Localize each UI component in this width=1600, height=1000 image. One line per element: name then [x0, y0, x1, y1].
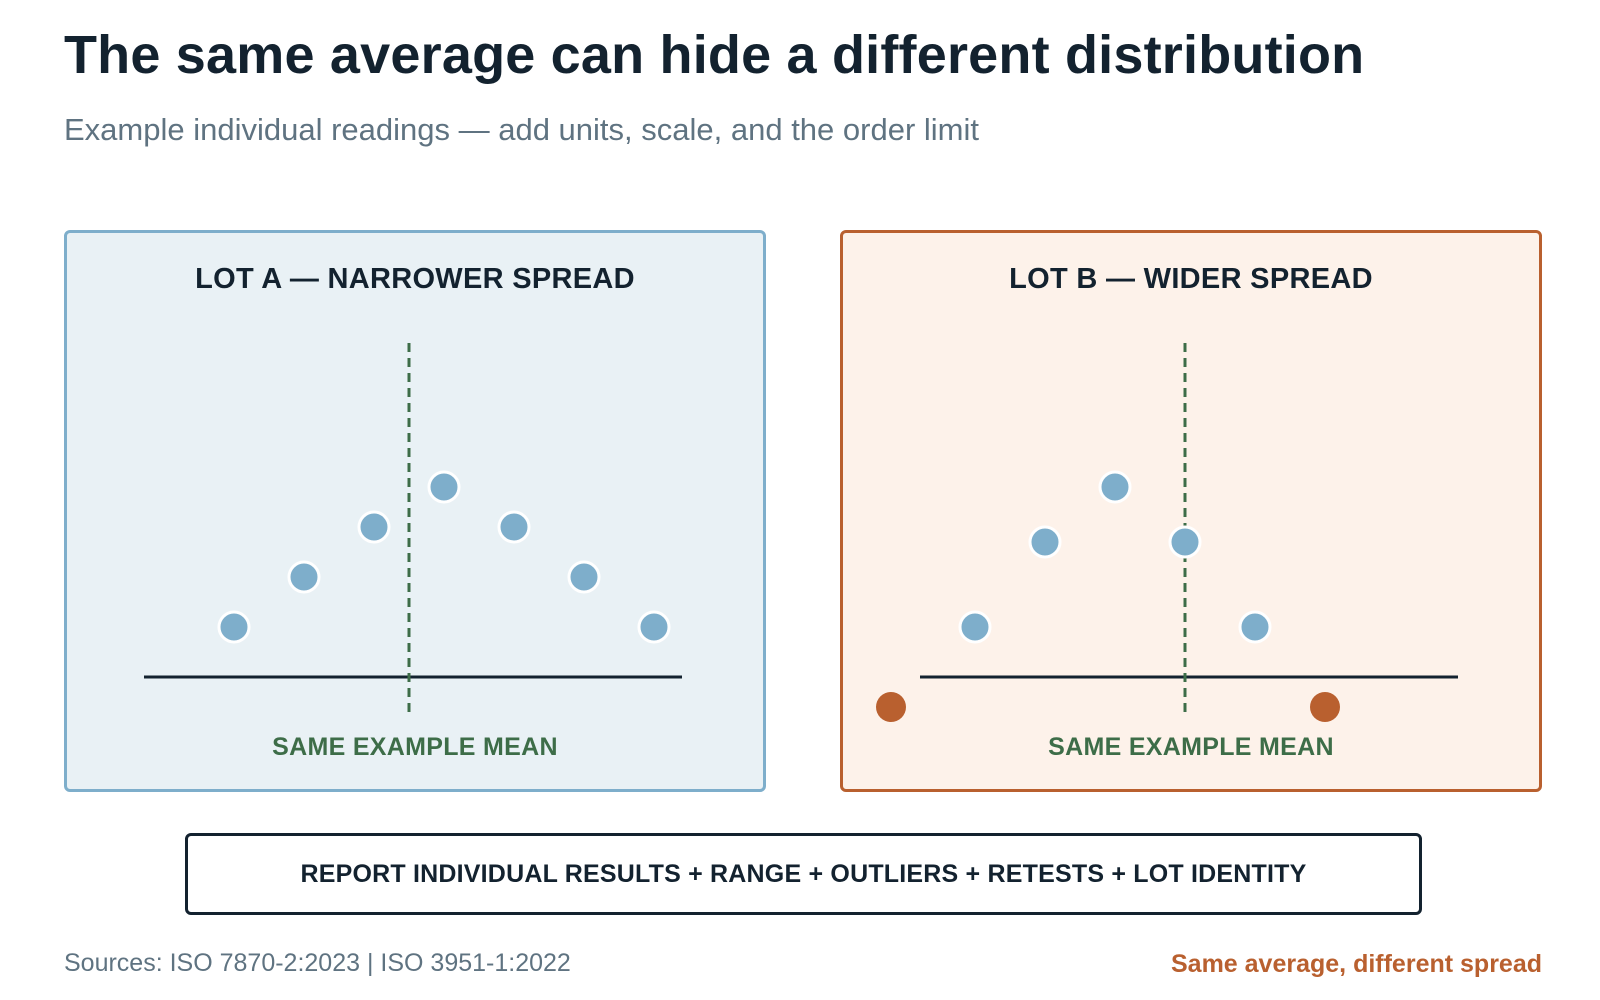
reading-point — [567, 560, 601, 594]
page-title: The same average can hide a different di… — [64, 25, 1365, 85]
reading-point — [287, 560, 321, 594]
page-subtitle: Example individual readings — add units,… — [64, 112, 979, 147]
panel-title-lot-b: LOT B — WIDER SPREAD — [1009, 263, 1373, 295]
takeaway-note: Same average, different spread — [1171, 950, 1542, 978]
reading-point — [1238, 610, 1272, 644]
reading-point — [357, 510, 391, 544]
panel-lot-b: LOT B — WIDER SPREAD SAME EXAMPLE MEAN — [840, 230, 1542, 792]
sources-note: Sources: ISO 7870-2:2023 | ISO 3951-1:20… — [64, 949, 571, 977]
panel-lot-a: LOT A — NARROWER SPREAD SAME EXAMPLE MEA… — [64, 230, 766, 792]
reporting-guidance-text: REPORT INDIVIDUAL RESULTS + RANGE + OUTL… — [300, 859, 1307, 888]
reading-point — [637, 610, 671, 644]
mean-label-lot-b: SAME EXAMPLE MEAN — [1048, 733, 1334, 761]
reporting-guidance-box: REPORT INDIVIDUAL RESULTS + RANGE + OUTL… — [185, 833, 1422, 915]
reading-point — [217, 610, 251, 644]
outlier-point — [1310, 692, 1340, 722]
reading-point — [427, 470, 461, 504]
reading-point — [497, 510, 531, 544]
reading-point — [958, 610, 992, 644]
mean-label-lot-a: SAME EXAMPLE MEAN — [272, 733, 558, 761]
reading-point — [1098, 470, 1132, 504]
outlier-point — [876, 692, 906, 722]
reading-point — [1028, 525, 1062, 559]
dot-plot-lot-a — [144, 343, 682, 715]
dot-plot-lot-b — [876, 343, 1458, 722]
panel-title-lot-a: LOT A — NARROWER SPREAD — [195, 263, 635, 295]
reading-point — [1168, 525, 1202, 559]
